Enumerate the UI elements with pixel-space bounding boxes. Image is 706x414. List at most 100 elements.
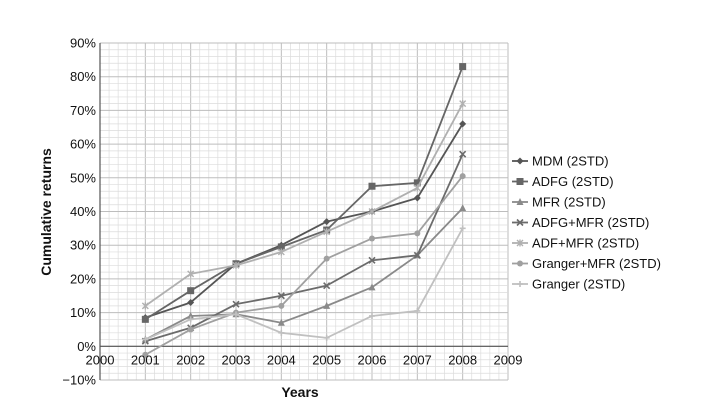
- data-point: [142, 351, 149, 358]
- data-point: [277, 318, 285, 326]
- series-line: [145, 153, 464, 343]
- legend-item: MFR (2STD): [512, 195, 606, 210]
- data-point: [413, 179, 421, 187]
- data-point: [323, 282, 331, 290]
- data-point: [459, 225, 466, 232]
- x-tick-label: 2000: [86, 352, 115, 367]
- x-tick-label: 2006: [358, 352, 387, 367]
- data-point: [414, 307, 421, 314]
- data-point: [368, 182, 376, 190]
- legend-item: ADFG+MFR (2STD): [512, 215, 649, 230]
- data-point: [413, 194, 421, 202]
- axes: [99, 43, 508, 380]
- data-point: [278, 302, 285, 309]
- legend-swatch-marker: [516, 198, 524, 205]
- data-point: [459, 120, 467, 128]
- x-tick-label: 2004: [267, 352, 296, 367]
- data-point: [368, 208, 376, 215]
- data-point: [459, 204, 467, 212]
- y-tick-label: 70%: [70, 103, 96, 118]
- data-point: [232, 300, 240, 308]
- data-point: [413, 184, 421, 192]
- y-tick-label: 20%: [70, 271, 96, 286]
- legend-swatch-marker: [516, 218, 524, 227]
- data-point: [277, 292, 285, 300]
- data-point: [187, 298, 195, 306]
- legend-label: ADFG (2STD): [532, 174, 614, 189]
- y-tick-label: −10%: [62, 373, 96, 388]
- legend-item: Granger+MFR (2STD): [512, 256, 661, 271]
- legend-item: MDM (2STD): [512, 154, 609, 169]
- data-point: [413, 251, 421, 259]
- series-7: [142, 225, 466, 343]
- legend: MDM (2STD) ADFG (2STD) MFR (2STD) ADFG+MFR …: [512, 154, 661, 292]
- y-tick-label: 30%: [70, 238, 96, 253]
- data-point: [187, 270, 195, 278]
- legend-swatch-marker: [517, 260, 523, 267]
- series-3: [141, 204, 467, 343]
- x-tick-label: 2008: [448, 352, 477, 367]
- y-tick-label: 0%: [77, 339, 96, 354]
- data-point: [142, 336, 149, 343]
- tick-labels: 2000 2001 2002 2003 2004 2005 2006 2007 2008 2009…: [62, 36, 522, 388]
- data-point: [323, 218, 331, 226]
- data-point: [277, 243, 285, 251]
- legend-item: Granger (2STD): [512, 277, 625, 292]
- data-point: [459, 63, 467, 71]
- data-point: [141, 302, 149, 310]
- data-point: [368, 256, 376, 264]
- series-group: [141, 63, 467, 358]
- legend-item: ADFG (2STD): [512, 174, 614, 189]
- x-tick-label: 2009: [494, 352, 523, 367]
- data-point: [232, 261, 240, 269]
- x-tick-label: 2007: [403, 352, 432, 367]
- data-point: [233, 311, 239, 318]
- y-tick-label: 10%: [70, 305, 96, 320]
- series-6: [142, 173, 466, 358]
- x-tick-label: 2002: [176, 352, 205, 367]
- legend-label: ADFG+MFR (2STD): [532, 215, 649, 230]
- data-point: [323, 301, 331, 309]
- y-tick-label: 60%: [70, 137, 96, 152]
- data-point: [369, 235, 375, 242]
- data-point: [187, 326, 194, 333]
- data-point: [323, 255, 330, 262]
- data-point: [414, 230, 421, 237]
- series-line: [144, 66, 464, 321]
- data-point: [278, 329, 285, 336]
- series-4: [141, 150, 467, 345]
- data-point: [459, 150, 467, 158]
- legend-label: ADF+MFR (2STD): [532, 236, 639, 251]
- y-tick-label: 90%: [70, 36, 96, 51]
- series-line: [144, 207, 464, 341]
- legend-label: Granger (2STD): [532, 277, 625, 292]
- series-line: [144, 227, 464, 341]
- series-line: [144, 175, 464, 356]
- data-point: [187, 287, 195, 295]
- data-point: [323, 334, 330, 341]
- legend-item: ADF+MFR (2STD): [512, 236, 639, 251]
- legend-swatch-marker: [516, 178, 524, 185]
- y-tick-label: 80%: [70, 69, 96, 84]
- series-5: [141, 100, 467, 310]
- legend-swatch-marker: [516, 239, 524, 247]
- y-tick-label: 50%: [70, 170, 96, 185]
- data-point: [368, 283, 376, 291]
- x-axis-title: Years: [281, 384, 319, 400]
- data-point: [187, 316, 194, 323]
- data-point: [277, 248, 285, 256]
- grid: [99, 42, 509, 381]
- series-line: [144, 103, 464, 307]
- x-tick-label: 2003: [222, 352, 251, 367]
- data-point: [459, 173, 466, 180]
- x-tick-label: 2005: [312, 352, 341, 367]
- y-tick-label: 40%: [70, 204, 96, 219]
- data-point: [323, 228, 331, 236]
- legend-label: MDM (2STD): [532, 154, 609, 169]
- data-point: [459, 100, 467, 108]
- data-point: [141, 315, 149, 323]
- series-line: [145, 123, 464, 319]
- y-axis-title: Cumulative returns: [38, 148, 54, 276]
